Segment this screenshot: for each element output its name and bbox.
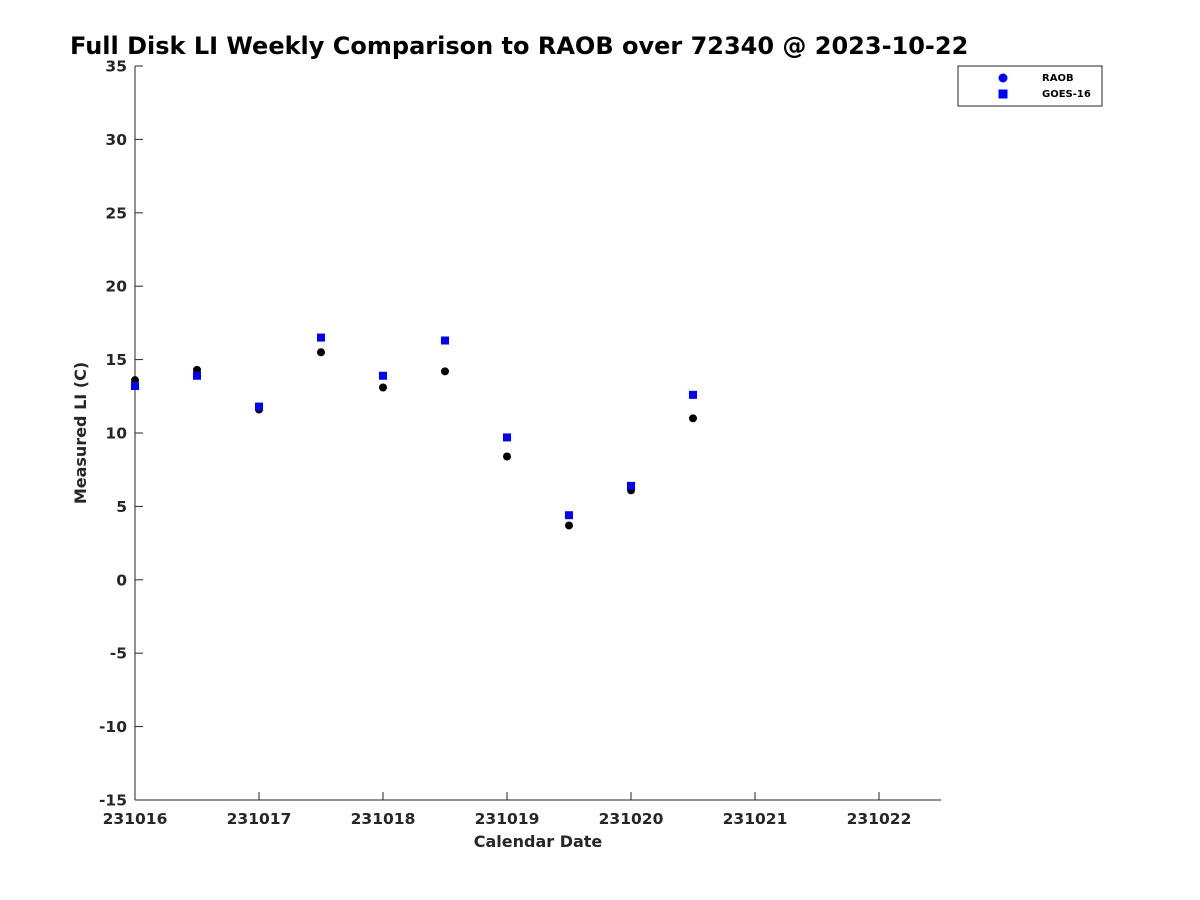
x-tick-label: 231016 [103, 810, 168, 828]
x-axis-label: Calendar Date [474, 832, 603, 851]
y-tick-label: 25 [105, 204, 127, 222]
x-tick-label: 231019 [475, 810, 540, 828]
legend-goes16-label: GOES-16 [1042, 89, 1091, 100]
raob-point [503, 452, 511, 461]
x-tick-label: 231018 [351, 810, 416, 828]
data-points [131, 333, 697, 530]
legend: RAOB GOES-16 [957, 65, 1103, 107]
raob-point [379, 383, 387, 392]
y-tick-label: -5 [110, 645, 127, 663]
goes16-point [255, 402, 263, 411]
y-tick-label: 15 [105, 351, 127, 369]
x-tick-label: 231021 [723, 810, 788, 828]
goes16-point [379, 371, 387, 380]
x-tick-label: 231017 [227, 810, 292, 828]
goes16-point [689, 390, 697, 399]
x-tick-label: 231022 [847, 810, 912, 828]
goes16-point [565, 511, 573, 520]
y-tick-label: 0 [116, 571, 127, 589]
y-tick-label: 30 [105, 131, 127, 149]
goes16-point [193, 371, 201, 380]
legend-box [957, 65, 1103, 107]
y-tick-label: 10 [105, 425, 127, 443]
x-tick-label: 231020 [599, 810, 664, 828]
x-axis-ticks: 231016 231017 231018 231019 231020 231021 2310… [103, 792, 912, 828]
y-tick-label: 35 [105, 58, 127, 76]
goes16-point [131, 382, 139, 391]
y-tick-label: 5 [116, 498, 127, 516]
raob-point [317, 348, 325, 357]
y-tick-label: -15 [99, 792, 127, 810]
chart-title: Full Disk LI Weekly Comparison to RAOB o… [70, 32, 968, 60]
legend-goes16-marker [998, 89, 1008, 99]
raob-point [565, 521, 573, 530]
y-tick-label: 20 [105, 278, 127, 296]
y-tick-label: -10 [99, 718, 127, 736]
raob-point [441, 367, 449, 376]
goes16-point [317, 333, 325, 342]
legend-raob-marker [998, 73, 1008, 83]
y-axis-ticks: 35 30 25 20 15 10 5 0 -5 -10 -15 [99, 58, 143, 810]
goes16-point [441, 336, 449, 345]
legend-raob-label: RAOB [1042, 73, 1074, 84]
goes16-point [503, 433, 511, 442]
raob-point [689, 414, 697, 423]
goes16-point [627, 481, 635, 490]
y-axis-label: Measured LI (C) [71, 362, 90, 504]
